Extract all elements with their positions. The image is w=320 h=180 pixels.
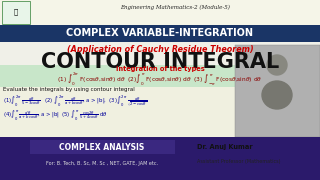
Text: CONTOUR INTEGRAL: CONTOUR INTEGRAL <box>41 52 279 72</box>
Bar <box>235 45 320 137</box>
Text: COMPLEX VARIABLE-INTEGRATION: COMPLEX VARIABLE-INTEGRATION <box>67 28 253 39</box>
Text: (1)$\int_0^{2\pi}$ $\frac{d\theta}{5-3cos\theta}$   (2) $\int_0^{2\pi}$ $\frac{d: (1)$\int_0^{2\pi}$ $\frac{d\theta}{5-3co… <box>3 93 148 109</box>
Text: 🌿: 🌿 <box>14 9 18 15</box>
Bar <box>0 65 320 87</box>
Text: COMPLEX ANALYSIS: COMPLEX ANALYSIS <box>60 143 145 152</box>
Text: Dr. Anuj Kumar: Dr. Anuj Kumar <box>197 144 252 150</box>
Bar <box>0 87 235 137</box>
Bar <box>30 140 175 154</box>
Bar <box>0 137 320 180</box>
Bar <box>0 0 320 25</box>
Circle shape <box>267 55 287 75</box>
Text: For: B. Tech, B. Sc, M. Sc , NET, GATE, JAM etc.: For: B. Tech, B. Sc, M. Sc , NET, GATE, … <box>46 161 158 166</box>
Bar <box>0 25 320 42</box>
Text: (1) $\int_0^{2\pi}$ F(cos$\theta$,sin$\theta$) d$\theta$  (2)$\int_0^{\pi}$ F(co: (1) $\int_0^{2\pi}$ F(cos$\theta$,sin$\t… <box>57 72 263 88</box>
Text: (Application of Cauchy Residue Theorem): (Application of Cauchy Residue Theorem) <box>67 44 253 53</box>
Text: Evaluate the integrals by using contour integral: Evaluate the integrals by using contour … <box>3 87 135 93</box>
Text: Integration of the types: Integration of the types <box>116 66 204 72</box>
Text: (4)$\int_0^{\pi}$ $\frac{d\theta}{a+bcos\theta}$, a > |b|  (5) $\int_0^{\pi}$ $\: (4)$\int_0^{\pi}$ $\frac{d\theta}{a+bcos… <box>3 109 108 123</box>
Ellipse shape <box>262 81 292 109</box>
Text: Assistant Professor (Mathematics): Assistant Professor (Mathematics) <box>197 159 281 165</box>
Bar <box>2 1 30 24</box>
Text: Engineering Mathematics-2 (Module-5): Engineering Mathematics-2 (Module-5) <box>120 5 230 10</box>
